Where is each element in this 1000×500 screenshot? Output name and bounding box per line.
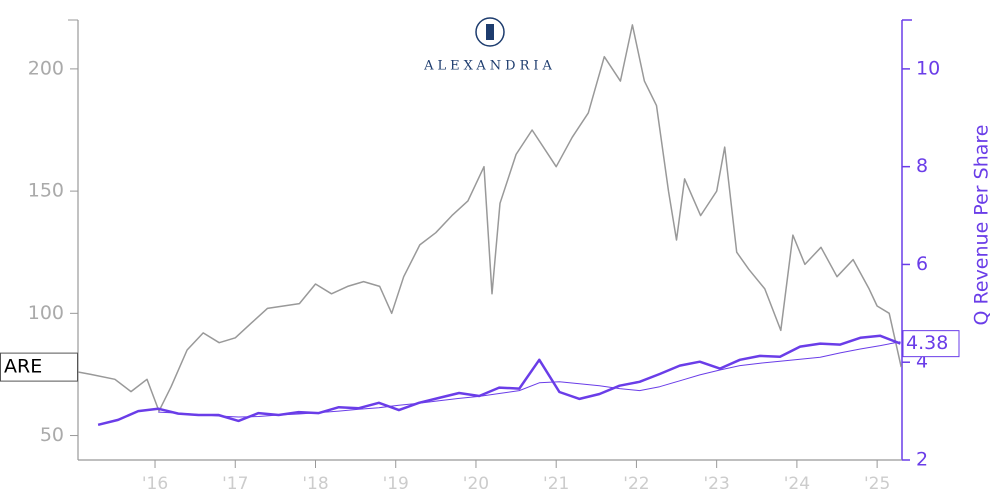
x-tick-label: '23	[704, 474, 730, 494]
logo-text: ALEXANDRIA	[423, 59, 556, 74]
x-tick-label: '18	[302, 474, 328, 494]
x-tick-label: '16	[142, 474, 168, 494]
x-tick-label: '25	[864, 474, 890, 494]
x-tick-label: '20	[463, 474, 489, 494]
series-line	[97, 334, 901, 427]
x-tick-label: '22	[623, 474, 649, 494]
y2-tick-label: 10	[916, 57, 940, 79]
y2-axis-label: Q Revenue Per Share	[971, 125, 993, 326]
y2-tick-label: 2	[916, 449, 928, 471]
value-label: 4.38	[906, 332, 948, 354]
logo-ring	[475, 17, 505, 47]
x-tick-label: '17	[222, 474, 248, 494]
y-tick-label: 100	[28, 302, 64, 324]
y2-tick-label: 8	[916, 155, 928, 177]
y-tick-label: 200	[28, 57, 64, 79]
x-tick-label: '19	[383, 474, 409, 494]
logo: ALEXANDRIA	[423, 17, 556, 74]
series-line	[77, 24, 902, 412]
y-tick-label: 50	[40, 424, 64, 446]
price-label-box	[0, 352, 78, 382]
price-label: ARE	[4, 356, 42, 378]
y-tick-label: 150	[28, 180, 64, 202]
value-label-box	[902, 330, 960, 358]
x-tick-label: '21	[543, 474, 569, 494]
x-tick-label: '24	[784, 474, 810, 494]
logo-tower	[486, 24, 494, 40]
y2-tick-label: 6	[916, 253, 928, 275]
